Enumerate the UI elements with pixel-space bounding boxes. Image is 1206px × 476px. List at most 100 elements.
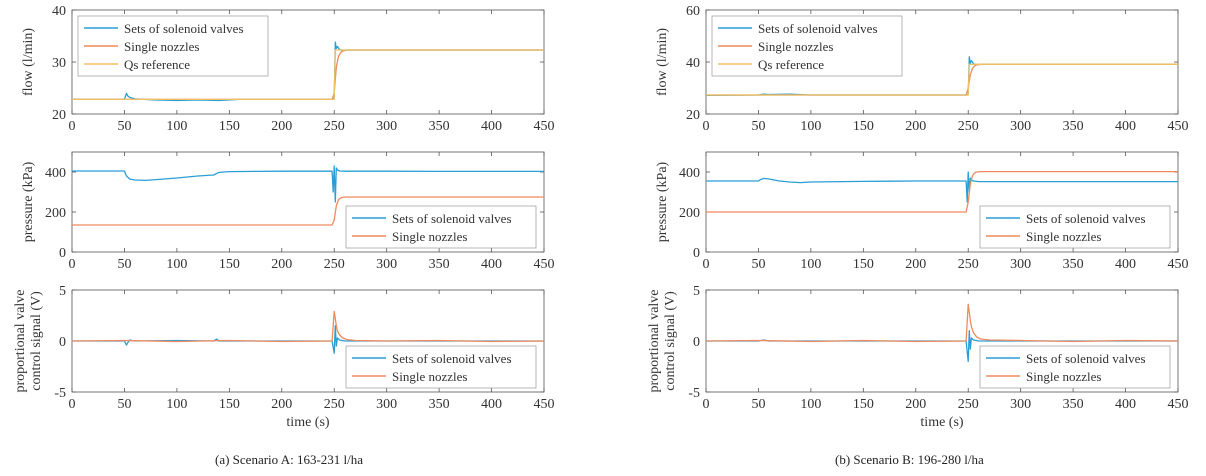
legend-label: Sets of solenoid valves xyxy=(1026,351,1146,366)
y-tick-label: 30 xyxy=(52,56,66,71)
series-line-solenoid xyxy=(72,165,544,203)
series-line-solenoid xyxy=(706,171,1178,203)
x-tick-label: 50 xyxy=(117,257,131,272)
x-axis-label: time (s) xyxy=(286,415,329,430)
x-tick-label: 450 xyxy=(534,257,555,272)
x-tick-label: 150 xyxy=(219,257,240,272)
x-tick-label: 0 xyxy=(703,119,710,134)
chart-A-flow: 0 50 100 150 200 250 300 350 400 450 20 30 40 flow (l… xyxy=(21,4,555,134)
x-tick-label: 450 xyxy=(1168,397,1189,412)
x-tick-label: 250 xyxy=(958,257,979,272)
x-tick-label: 450 xyxy=(1168,119,1189,134)
y-tick-label: 200 xyxy=(679,206,700,221)
y-tick-label: 5 xyxy=(693,284,700,299)
y-axis-label: control signal (V) xyxy=(663,291,678,391)
legend-box xyxy=(345,345,537,389)
chart-B-flow: 0 50 100 150 200 250 300 350 400 450 20 40 60 flow (l… xyxy=(655,4,1189,134)
legend-label: Sets of solenoid valves xyxy=(392,351,512,366)
y-tick-label: -5 xyxy=(688,386,700,401)
series-line-reference xyxy=(72,49,544,101)
legend-label: Single nozzles xyxy=(1026,229,1101,244)
x-tick-label: 0 xyxy=(69,119,76,134)
y-tick-label: -5 xyxy=(54,386,66,401)
legend-label: Single nozzles xyxy=(1026,369,1101,384)
x-tick-label: 50 xyxy=(751,397,765,412)
x-tick-label: 100 xyxy=(166,397,187,412)
legend-label: Sets of solenoid valves xyxy=(392,211,512,226)
x-tick-label: 250 xyxy=(958,119,979,134)
x-tick-label: 400 xyxy=(481,397,502,412)
chart-A-pressure: 0 50 100 150 200 250 300 350 400 450 0 200 400 pressu… xyxy=(21,151,555,272)
series-line-reference xyxy=(706,63,1178,96)
x-tick-label: 450 xyxy=(534,397,555,412)
series-line-nozzles xyxy=(706,170,1178,213)
x-tick-label: 300 xyxy=(376,397,397,412)
y-tick-label: 400 xyxy=(45,166,66,181)
x-tick-label: 350 xyxy=(429,397,450,412)
legend-box xyxy=(979,205,1171,249)
x-tick-label: 450 xyxy=(1168,257,1189,272)
x-tick-label: 400 xyxy=(1115,119,1136,134)
legend-label: Qs reference xyxy=(758,57,824,72)
x-tick-label: 150 xyxy=(853,257,874,272)
series-line-nozzles xyxy=(705,303,1179,343)
x-tick-label: 0 xyxy=(703,397,710,412)
x-tick-label: 100 xyxy=(800,119,821,134)
x-tick-label: 50 xyxy=(751,119,765,134)
legend-label: Qs reference xyxy=(124,57,190,72)
x-tick-label: 350 xyxy=(1063,257,1084,272)
caption-scenario-b: (b) Scenario B: 196-280 l/ha xyxy=(835,452,984,467)
y-tick-label: 40 xyxy=(686,56,700,71)
x-tick-label: 250 xyxy=(958,397,979,412)
x-tick-label: 0 xyxy=(703,257,710,272)
legend-label: Single nozzles xyxy=(758,39,833,54)
x-tick-label: 400 xyxy=(481,119,502,134)
legend-label: Sets of solenoid valves xyxy=(124,21,244,36)
x-tick-label: 150 xyxy=(853,119,874,134)
series-line-nozzles xyxy=(71,310,545,343)
y-axis-label: pressure (kPa) xyxy=(21,161,36,242)
chart-A-control: 0 50 100 150 200 250 300 350 400 450-505proportio… xyxy=(13,284,555,430)
legend-label: Sets of solenoid valves xyxy=(1026,211,1146,226)
y-tick-label: 0 xyxy=(59,335,66,350)
x-tick-label: 150 xyxy=(219,119,240,134)
x-tick-label: 300 xyxy=(376,119,397,134)
y-tick-label: 400 xyxy=(679,166,700,181)
y-tick-label: 20 xyxy=(686,108,700,123)
y-tick-label: 0 xyxy=(59,246,66,261)
y-tick-label: 200 xyxy=(45,206,66,221)
x-tick-label: 400 xyxy=(481,257,502,272)
x-tick-label: 50 xyxy=(117,119,131,134)
legend-label: Single nozzles xyxy=(392,229,467,244)
legend-box xyxy=(345,205,537,249)
x-tick-label: 300 xyxy=(376,257,397,272)
x-tick-label: 350 xyxy=(429,119,450,134)
legend-label: Single nozzles xyxy=(124,39,199,54)
y-axis-label: flow (l/min) xyxy=(21,28,36,96)
x-tick-label: 150 xyxy=(219,397,240,412)
x-tick-label: 200 xyxy=(271,397,292,412)
x-tick-label: 100 xyxy=(800,397,821,412)
x-tick-label: 400 xyxy=(1115,397,1136,412)
y-tick-label: 0 xyxy=(693,246,700,261)
y-tick-label: 0 xyxy=(693,335,700,350)
legend-label: Sets of solenoid valves xyxy=(758,21,878,36)
caption-scenario-a: (a) Scenario A: 163-231 l/ha xyxy=(215,452,364,467)
x-tick-label: 0 xyxy=(69,257,76,272)
x-tick-label: 400 xyxy=(1115,257,1136,272)
x-tick-label: 50 xyxy=(751,257,765,272)
x-tick-label: 250 xyxy=(324,257,345,272)
y-axis-label: proportional valve xyxy=(13,289,28,392)
x-tick-label: 200 xyxy=(905,397,926,412)
x-tick-label: 250 xyxy=(324,119,345,134)
y-axis-label: control signal (V) xyxy=(29,291,44,391)
x-tick-label: 100 xyxy=(166,119,187,134)
x-tick-label: 300 xyxy=(1010,257,1031,272)
x-tick-label: 50 xyxy=(117,397,131,412)
x-tick-label: 200 xyxy=(905,119,926,134)
x-tick-label: 350 xyxy=(429,257,450,272)
x-tick-label: 150 xyxy=(853,397,874,412)
x-tick-label: 350 xyxy=(1063,397,1084,412)
x-axis-label: time (s) xyxy=(920,415,963,430)
